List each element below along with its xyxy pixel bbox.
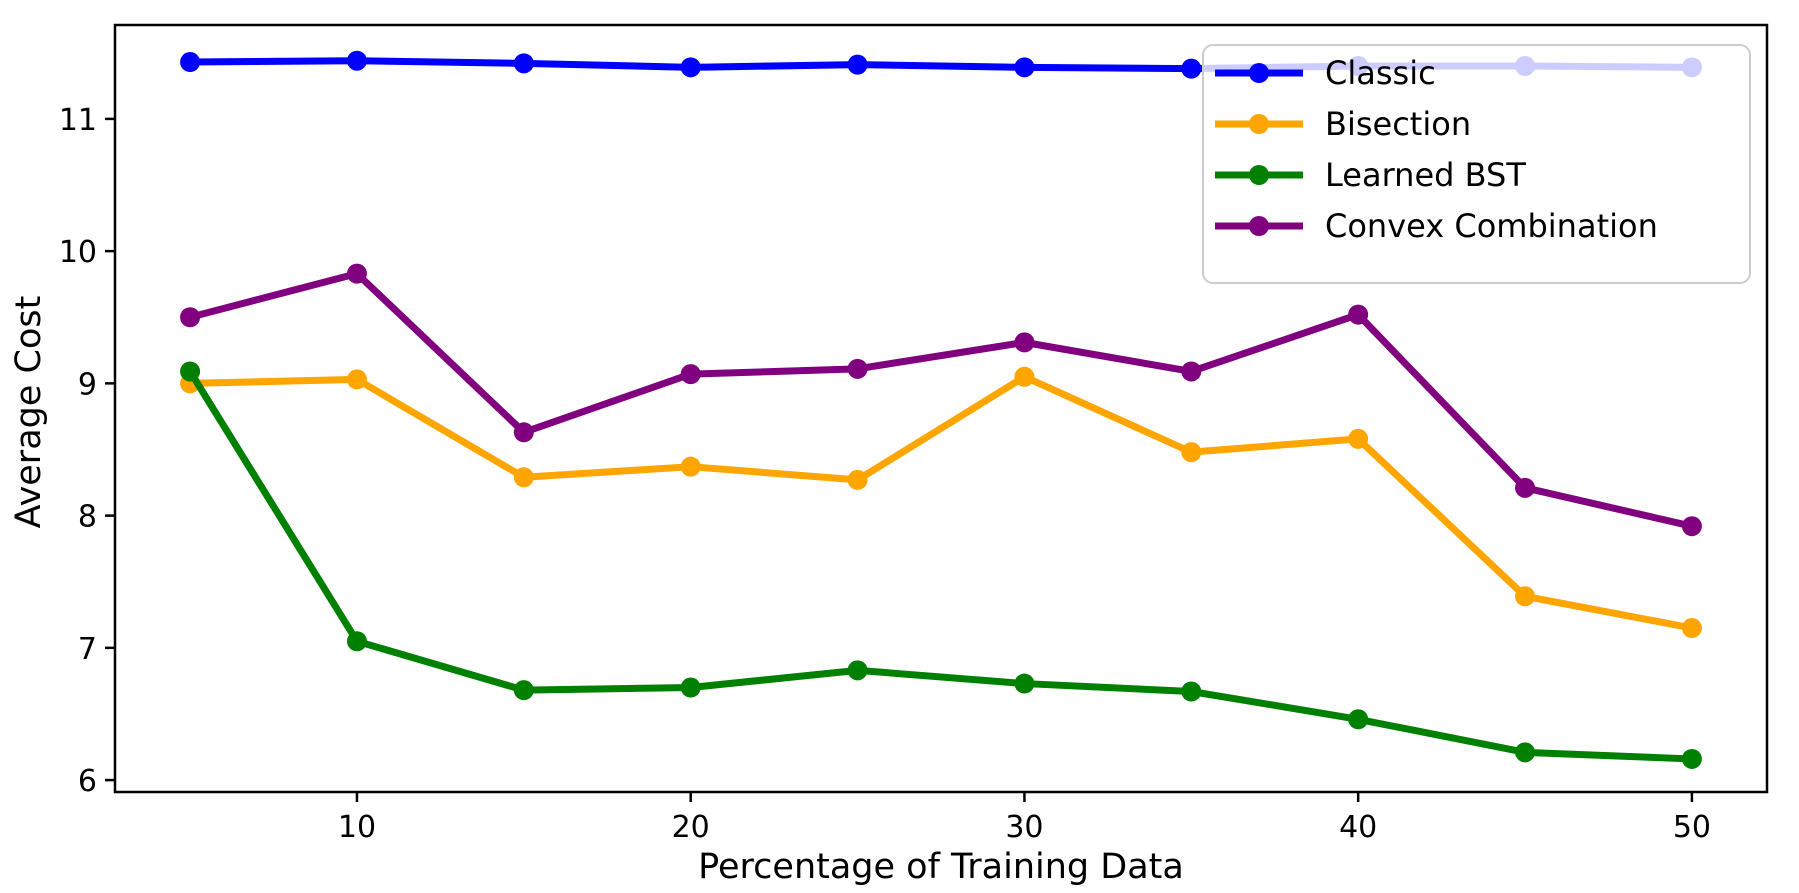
y-tick-label: 11 [59,103,97,138]
series-classic-marker [1181,58,1202,79]
series-classic-marker [346,50,367,71]
series-learned-bst-marker [680,677,701,698]
x-tick-label: 10 [338,810,376,845]
y-axis-label: Average Cost [9,296,49,529]
plot-spines [113,23,1769,794]
series-learned-bst-marker [513,680,534,701]
series-learned-bst-marker [1681,748,1702,769]
series-classic-marker [180,52,201,73]
series-learned-bst-marker [847,660,868,681]
series-convex-combination-marker [1515,477,1536,498]
series-convex-combination-marker [1348,304,1369,325]
series-convex-combination-marker [680,364,701,385]
series-convex-combination-marker [180,307,201,328]
series-learned-bst-marker [346,631,367,652]
series-convex-combination-marker [346,263,367,284]
series-bisection-marker [680,456,701,477]
series-classic-marker [847,54,868,75]
legend-label-bisection: Bisection [1325,105,1471,143]
x-tick-label: 40 [1339,810,1377,845]
series-learned-bst-marker [180,361,201,382]
y-tick-label: 8 [78,500,97,535]
axes-layer: 10 20 30 40 50 6 7 8 9 10 11 [59,23,1769,845]
legend-marker-bisection [1249,114,1269,134]
legend-label-learned-bst: Learned BST [1325,156,1526,194]
series-bisection-marker [1181,442,1202,463]
legend-label-convex-combination: Convex Combination [1325,207,1658,245]
x-tick-label: 50 [1673,810,1711,845]
series-convex-combination-line [186,270,1696,530]
legend-label-classic: Classic [1325,54,1436,92]
series-classic-marker [680,57,701,78]
series-learned-bst-marker [1348,709,1369,730]
legend-box [1202,44,1751,284]
series-bisection-marker [513,467,534,488]
series-bisection-marker [346,369,367,390]
y-tick-label: 10 [59,235,97,270]
y-tick-label: 6 [78,764,97,799]
series-convex-combination-marker [513,422,534,443]
series-classic-marker [513,53,534,74]
series-learned-bst-line [186,367,1696,763]
series-convex-combination-marker [847,358,868,379]
x-axis-label: Percentage of Training Data [698,847,1184,887]
series-convex-combination-marker [1181,361,1202,382]
series-learned-bst-marker [1181,681,1202,702]
legend-marker-convex-combination [1249,216,1269,236]
legend-marker-classic [1249,63,1269,83]
series-bisection-marker [1681,618,1702,639]
y-tick-label: 9 [78,367,97,402]
legend-marker-learned-bst [1249,165,1269,185]
series-bisection-marker [1515,586,1536,607]
y-tick-label: 7 [78,632,97,667]
series-learned-bst-marker [1515,742,1536,763]
series-bisection-marker [847,469,868,490]
series-classic-marker [1014,57,1035,78]
series-bisection-marker [1348,428,1369,449]
series-bisection-marker [1014,366,1035,387]
series-convex-combination-marker [1014,332,1035,353]
x-tick-label: 20 [672,810,710,845]
series-bisection-line [186,373,1696,632]
series-learned-bst-marker [1014,673,1035,694]
series-convex-combination-marker [1681,516,1702,537]
x-tick-label: 30 [1005,810,1043,845]
legend: Classic Bisection Learned BST Convex Combin… [1202,44,1751,284]
